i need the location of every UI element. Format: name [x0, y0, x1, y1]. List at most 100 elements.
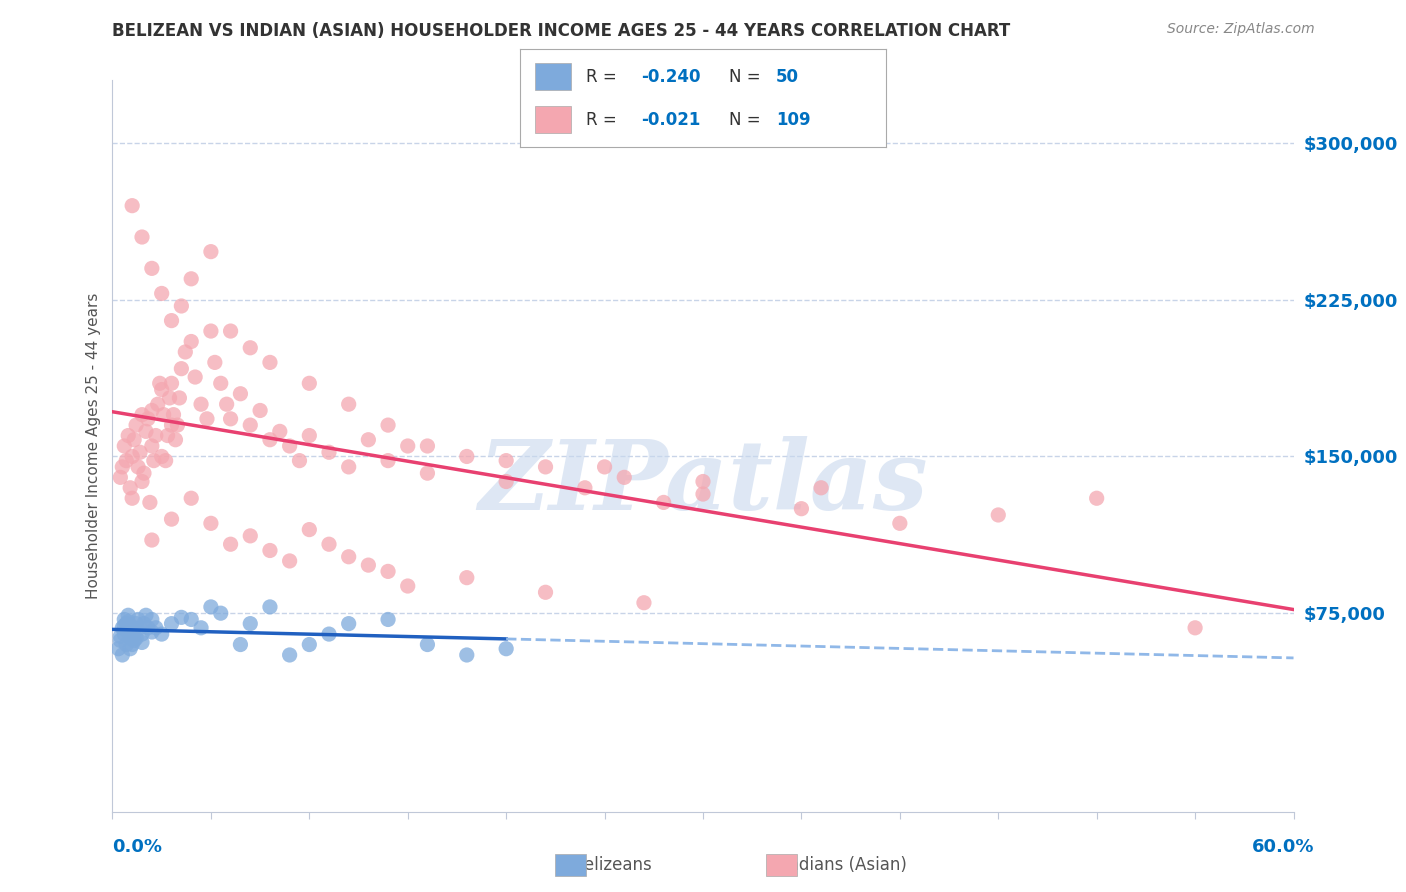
Point	[160, 313, 183, 327]
Point	[139, 495, 162, 509]
Point	[127, 459, 149, 474]
Point	[120, 641, 142, 656]
Point	[120, 632, 142, 646]
Point	[131, 475, 153, 489]
Point	[115, 638, 138, 652]
Point	[377, 418, 399, 433]
Point	[692, 475, 714, 489]
Point	[259, 543, 281, 558]
Text: N =: N =	[728, 111, 765, 128]
Text: 109: 109	[776, 111, 811, 128]
Point	[219, 412, 242, 426]
Point	[337, 397, 360, 411]
Point	[574, 481, 596, 495]
Text: 50: 50	[776, 68, 799, 86]
Point	[112, 618, 135, 632]
Point	[416, 439, 439, 453]
Point	[377, 453, 399, 467]
Point	[889, 516, 911, 531]
Bar	[534, 62, 571, 90]
Point	[135, 425, 157, 439]
Text: Belizeans: Belizeans	[562, 856, 652, 874]
Text: R =: R =	[586, 111, 621, 128]
Point	[160, 616, 183, 631]
Point	[174, 345, 197, 359]
Point	[204, 355, 226, 369]
Point	[121, 491, 143, 506]
Text: 0.0%: 0.0%	[112, 838, 163, 856]
Point	[131, 635, 153, 649]
Point	[180, 491, 202, 506]
Point	[534, 459, 557, 474]
Point	[112, 627, 135, 641]
Point	[318, 445, 340, 459]
Point	[135, 608, 157, 623]
Point	[120, 481, 142, 495]
Point	[117, 428, 139, 442]
Point	[239, 341, 262, 355]
Point	[125, 632, 148, 646]
Point	[150, 627, 173, 641]
Point	[160, 376, 183, 391]
Text: -0.240: -0.240	[641, 68, 700, 86]
Point	[166, 418, 188, 433]
Point	[170, 299, 193, 313]
Point	[145, 428, 167, 442]
Point	[136, 412, 159, 426]
Point	[122, 433, 145, 447]
Point	[127, 612, 149, 626]
Point	[456, 648, 478, 662]
Point	[633, 596, 655, 610]
Point	[132, 616, 155, 631]
Point	[396, 579, 419, 593]
Point	[200, 324, 222, 338]
Point	[298, 638, 321, 652]
Point	[456, 571, 478, 585]
Point	[141, 533, 163, 547]
Point	[150, 450, 173, 464]
Point	[117, 608, 139, 623]
Point	[180, 272, 202, 286]
Point	[810, 481, 832, 495]
Point	[652, 495, 675, 509]
Point	[259, 355, 281, 369]
Point	[131, 408, 153, 422]
Point	[495, 453, 517, 467]
Point	[377, 612, 399, 626]
Point	[160, 512, 183, 526]
Point	[111, 621, 134, 635]
Point	[278, 439, 301, 453]
Point	[987, 508, 1010, 522]
Point	[122, 621, 145, 635]
Point	[337, 616, 360, 631]
Point	[229, 386, 252, 401]
Point	[593, 459, 616, 474]
Point	[219, 324, 242, 338]
Point	[278, 648, 301, 662]
Point	[131, 627, 153, 641]
Y-axis label: Householder Income Ages 25 - 44 years: Householder Income Ages 25 - 44 years	[86, 293, 101, 599]
Point	[110, 629, 132, 643]
Point	[107, 641, 129, 656]
Point	[121, 627, 143, 641]
Point	[337, 459, 360, 474]
Point	[156, 428, 179, 442]
Point	[215, 397, 238, 411]
Point	[200, 516, 222, 531]
Point	[115, 453, 138, 467]
Point	[111, 648, 134, 662]
Point	[288, 453, 311, 467]
Point	[298, 428, 321, 442]
Point	[155, 453, 177, 467]
Point	[259, 433, 281, 447]
Point	[200, 244, 222, 259]
Point	[152, 408, 174, 422]
Point	[149, 376, 172, 391]
Point	[195, 412, 218, 426]
Point	[125, 418, 148, 433]
Point	[1184, 621, 1206, 635]
Point	[249, 403, 271, 417]
Point	[129, 445, 152, 459]
Point	[396, 439, 419, 453]
Point	[278, 554, 301, 568]
